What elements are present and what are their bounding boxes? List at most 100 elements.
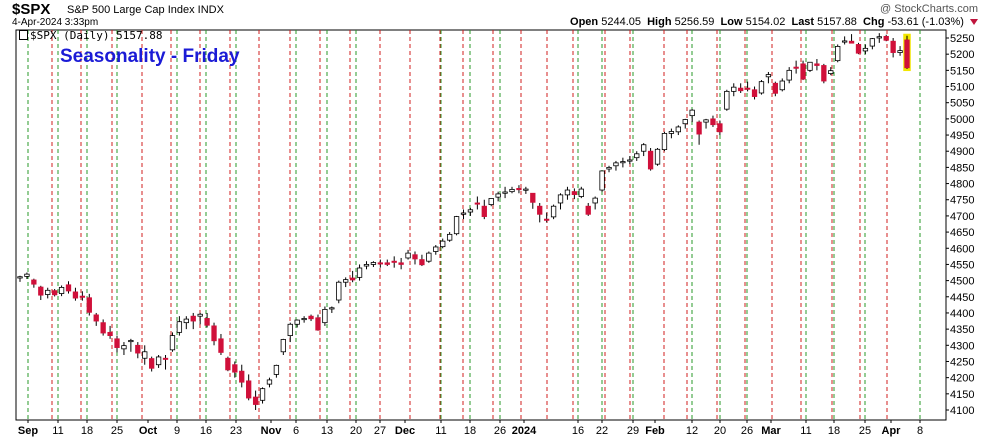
y-tick-label: 4350 xyxy=(950,324,974,336)
candle-body xyxy=(100,322,106,334)
candle-body xyxy=(232,364,238,373)
candle-body xyxy=(266,379,273,385)
candle-body xyxy=(634,153,640,159)
candle-body xyxy=(841,40,848,43)
candle-body xyxy=(523,188,529,191)
y-tick-label: 5250 xyxy=(950,33,974,45)
x-tick-label: Dec xyxy=(395,425,415,437)
x-tick-label: 25 xyxy=(111,425,123,437)
candle-body xyxy=(585,205,591,215)
candle-body xyxy=(391,260,397,263)
candle-body xyxy=(218,338,224,353)
x-tick-label: Nov xyxy=(261,425,283,437)
candle-body xyxy=(31,279,37,285)
x-tick-label: 23 xyxy=(230,425,242,437)
candle-body xyxy=(495,193,501,198)
candle-body xyxy=(578,188,584,197)
candle-body xyxy=(661,133,668,150)
candle-body xyxy=(758,81,765,94)
candle-body xyxy=(793,66,799,69)
y-tick-label: 4150 xyxy=(950,389,974,401)
candle-body xyxy=(703,119,709,123)
candle-body xyxy=(488,198,494,205)
candle-body xyxy=(239,370,245,383)
candle-body xyxy=(322,308,328,324)
candle-body xyxy=(190,315,196,322)
candle-body xyxy=(731,86,737,92)
candle-body xyxy=(79,295,86,298)
candle-body xyxy=(862,47,869,52)
candle-body xyxy=(467,209,474,213)
candle-body xyxy=(343,279,349,283)
y-tick-label: 5050 xyxy=(950,98,974,110)
x-tick-label: 26 xyxy=(741,425,753,437)
candle-body xyxy=(259,388,266,401)
candle-body xyxy=(835,46,841,62)
candle-body xyxy=(786,69,792,81)
candle-body xyxy=(72,291,79,299)
candle-body xyxy=(641,144,647,152)
candle-body xyxy=(433,246,439,252)
candle-body xyxy=(620,161,626,164)
candle-body xyxy=(308,315,314,320)
candle-body xyxy=(876,36,882,39)
candle-body xyxy=(58,287,65,294)
y-tick-label: 4200 xyxy=(950,373,974,385)
x-tick-label: 6 xyxy=(293,425,299,437)
x-tick-label: 9 xyxy=(174,425,180,437)
candle-body xyxy=(696,121,702,135)
y-tick-label: 4250 xyxy=(950,356,974,368)
y-tick-label: 4950 xyxy=(950,130,974,142)
y-tick-label: 4550 xyxy=(950,259,974,271)
chg-label: Chg xyxy=(863,16,885,28)
candle-body xyxy=(142,351,148,359)
candle-body xyxy=(384,262,390,265)
x-tick-label: 20 xyxy=(350,425,362,437)
y-tick-label: 4700 xyxy=(950,211,974,223)
legend-icon xyxy=(19,30,28,40)
x-tick-label: 26 xyxy=(494,425,506,437)
candle-body xyxy=(204,318,210,326)
candle-body xyxy=(599,170,605,191)
candle-body xyxy=(225,357,231,371)
candle-body xyxy=(398,262,404,265)
candle-body xyxy=(765,74,772,78)
x-tick-label: 11 xyxy=(435,425,446,437)
y-tick-label: 5100 xyxy=(950,82,974,94)
candle-body xyxy=(412,254,418,260)
candle-body xyxy=(183,318,189,324)
candle-body xyxy=(848,40,855,44)
candle-body xyxy=(45,289,51,295)
candle-body xyxy=(744,87,751,90)
candle-body xyxy=(17,276,23,279)
x-tick-label: 20 xyxy=(714,425,726,437)
y-tick-label: 5000 xyxy=(950,114,974,126)
legend-text: $SPX (Daily) 5157.88 xyxy=(30,29,163,42)
candle-body xyxy=(252,396,259,405)
candle-body xyxy=(800,63,806,80)
y-tick-label: 4850 xyxy=(950,162,974,174)
x-tick-label: Feb xyxy=(645,425,665,437)
candle-body xyxy=(904,39,910,69)
candle-body xyxy=(405,252,411,259)
candle-body xyxy=(564,189,571,196)
x-tick-label: 2024 xyxy=(512,425,537,437)
open-label: Open xyxy=(570,16,599,28)
candle-body xyxy=(107,331,113,336)
candle-body xyxy=(86,297,92,313)
x-tick-label: 11 xyxy=(800,425,811,437)
candle-body xyxy=(301,318,307,321)
high-label: High xyxy=(647,16,672,28)
candle-body xyxy=(883,35,889,41)
high-value: 5256.59 xyxy=(674,16,715,28)
candle-body xyxy=(349,277,356,281)
y-tick-label: 4800 xyxy=(950,179,974,191)
x-tick-label: Sep xyxy=(18,425,38,437)
candle-body xyxy=(821,65,827,82)
ohlc-stats: Open 5244.05 High 5256.59 Low 5154.02 La… xyxy=(570,16,978,28)
candle-body xyxy=(627,159,633,162)
candle-body xyxy=(516,188,522,191)
candle-body xyxy=(363,264,370,267)
candle-body xyxy=(710,118,716,126)
y-tick-label: 5200 xyxy=(950,49,974,61)
